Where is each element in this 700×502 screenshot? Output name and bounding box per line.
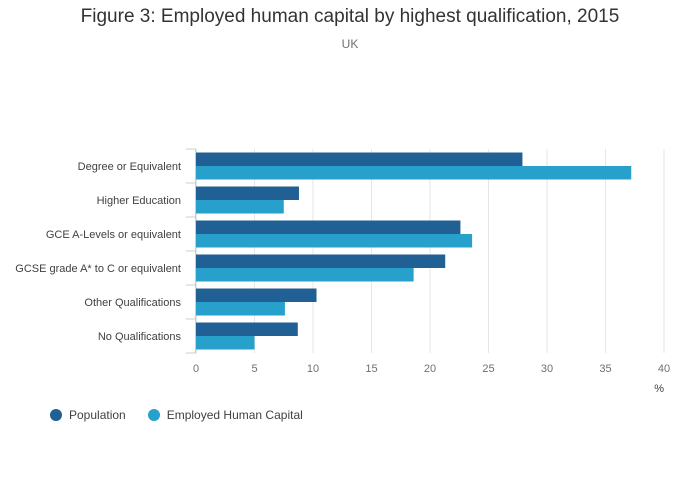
gridlines bbox=[195, 149, 665, 353]
bar-employed-human-capital-3[interactable] bbox=[196, 268, 414, 282]
bar-population-1[interactable] bbox=[196, 186, 299, 201]
x-tick-label-40: 40 bbox=[658, 363, 670, 375]
category-label-4: Other Qualifications bbox=[84, 297, 181, 309]
legend: Population Employed Human Capital bbox=[50, 408, 325, 422]
category-label-2: GCE A-Levels or equivalent bbox=[46, 229, 181, 241]
x-tick-label-30: 30 bbox=[541, 363, 553, 375]
bar-population-5[interactable] bbox=[196, 322, 298, 337]
x-tick-label-5: 5 bbox=[251, 363, 257, 375]
bar-population-4[interactable] bbox=[196, 288, 317, 303]
legend-swatch-population bbox=[50, 409, 62, 421]
bar-population-2[interactable] bbox=[196, 220, 461, 235]
bar-population-3[interactable] bbox=[196, 254, 446, 269]
bar-population-0[interactable] bbox=[196, 152, 523, 167]
axis-labels: 0 5 10 15 20 25 30 35 40 Degree or Equivalent High… bbox=[15, 161, 670, 375]
chart-title: Figure 3: Employed human capital by high… bbox=[80, 6, 620, 27]
x-tick-label-25: 25 bbox=[482, 363, 494, 375]
x-tick-label-35: 35 bbox=[599, 363, 611, 375]
bars bbox=[196, 152, 632, 350]
x-tick-label-0: 0 bbox=[193, 363, 199, 375]
x-tick-label-20: 20 bbox=[424, 363, 436, 375]
bar-employed-human-capital-4[interactable] bbox=[196, 302, 285, 316]
category-axis bbox=[186, 148, 196, 354]
legend-label-population: Population bbox=[69, 408, 126, 422]
category-label-1: Higher Education bbox=[97, 195, 181, 207]
category-label-0: Degree or Equivalent bbox=[78, 161, 181, 173]
legend-swatch-employed-human-capital bbox=[147, 409, 160, 421]
category-label-3: GCSE grade A* to C or equivalent bbox=[15, 263, 181, 275]
bar-employed-human-capital-1[interactable] bbox=[196, 200, 284, 214]
bar-employed-human-capital-5[interactable] bbox=[196, 336, 255, 350]
chart-subtitle: UK bbox=[341, 37, 359, 51]
x-tick-label-10: 10 bbox=[307, 363, 319, 375]
category-label-5: No Qualifications bbox=[98, 331, 182, 343]
bar-employed-human-capital-2[interactable] bbox=[196, 234, 473, 248]
x-tick-label-15: 15 bbox=[365, 363, 377, 375]
x-axis-unit-label: % bbox=[654, 383, 664, 395]
legend-label-employed-human-capital: Employed Human Capital bbox=[166, 408, 303, 422]
bar-employed-human-capital-0[interactable] bbox=[196, 166, 632, 180]
legend-item-population[interactable]: Population bbox=[50, 408, 126, 422]
legend-item-employed-human-capital[interactable]: Employed Human Capital bbox=[147, 408, 303, 422]
